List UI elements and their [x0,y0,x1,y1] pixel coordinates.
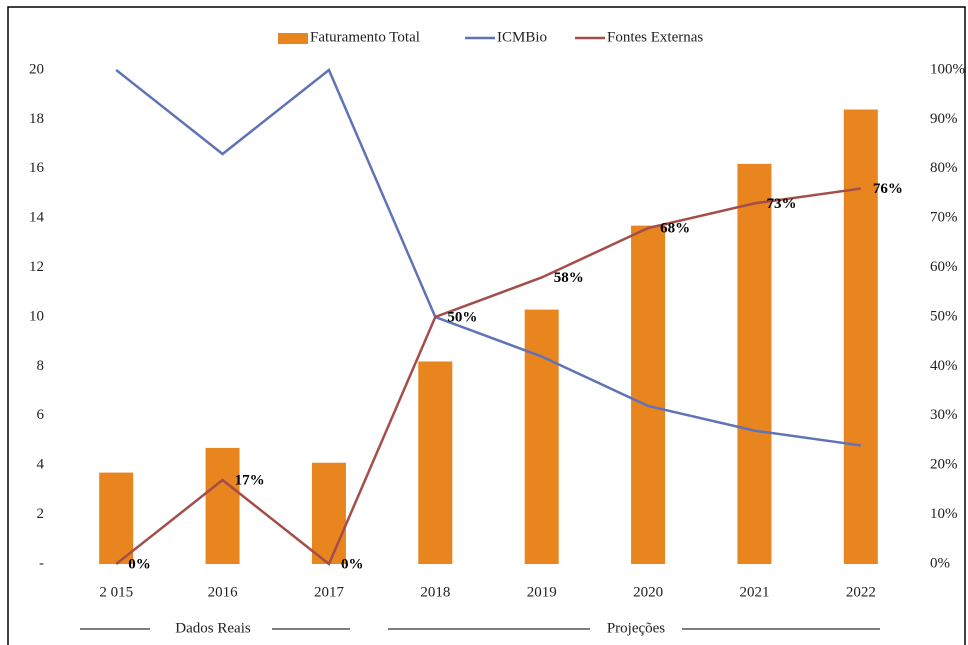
data-label: 76% [873,181,903,197]
data-label: 68% [660,221,690,237]
bar [418,361,453,564]
bar [311,462,346,564]
x-tick-label: 2020 [633,584,663,600]
x-tick-label: 2022 [846,584,876,600]
line [115,187,861,566]
legend-label: ICMBio [497,29,547,45]
bar [205,447,240,564]
x-tick-label: 2 015 [99,584,133,600]
y2-tick-label: 50% [930,308,958,324]
bar [843,109,878,565]
x-tick-label: 2019 [527,584,557,600]
legend-swatch [278,33,308,44]
y2-tick-label: 10% [930,506,958,522]
y2-tick-label: 40% [930,358,958,374]
line [115,68,861,447]
legend-label: Faturamento Total [310,29,420,45]
y-tick-label: 14 [29,210,45,226]
y2-tick-label: 100% [930,61,965,77]
x-tick-label: 2018 [420,584,450,600]
y2-tick-label: 90% [930,111,958,127]
y2-tick-label: 60% [930,259,958,275]
legend-label: Fontes Externas [607,29,703,45]
bar [631,225,666,565]
y-tick-label: 18 [29,111,44,127]
y-tick-label: 4 [37,457,45,473]
x-tick-label: 2021 [739,584,769,600]
group-label: Projeções [607,620,665,636]
data-label: 73% [766,196,796,212]
y2-tick-label: 20% [930,457,958,473]
frame [7,6,966,645]
x-tick-label: 2016 [208,584,239,600]
y-tick-label: 20 [29,61,44,77]
data-label: 58% [554,270,584,286]
x-tick-label: 2017 [314,584,345,600]
bar [99,472,134,564]
y-tick-label: 10 [29,308,44,324]
y-tick-label: 16 [29,160,45,176]
y-tick-label: - [39,555,44,571]
y-tick-label: 12 [29,259,44,275]
y2-tick-label: 30% [930,407,958,423]
data-label: 50% [447,309,477,325]
bar [737,163,772,565]
y-tick-label: 2 [37,506,45,522]
data-label: 0% [128,556,151,572]
y-tick-label: 6 [37,407,45,423]
data-label: 0% [341,556,364,572]
group-label: Dados Reais [175,620,251,636]
y2-tick-label: 70% [930,210,958,226]
y2-tick-label: 80% [930,160,958,176]
data-label: 17% [235,472,265,488]
y2-tick-label: 0% [930,555,950,571]
y-tick-label: 8 [37,358,45,374]
bar [524,309,559,564]
